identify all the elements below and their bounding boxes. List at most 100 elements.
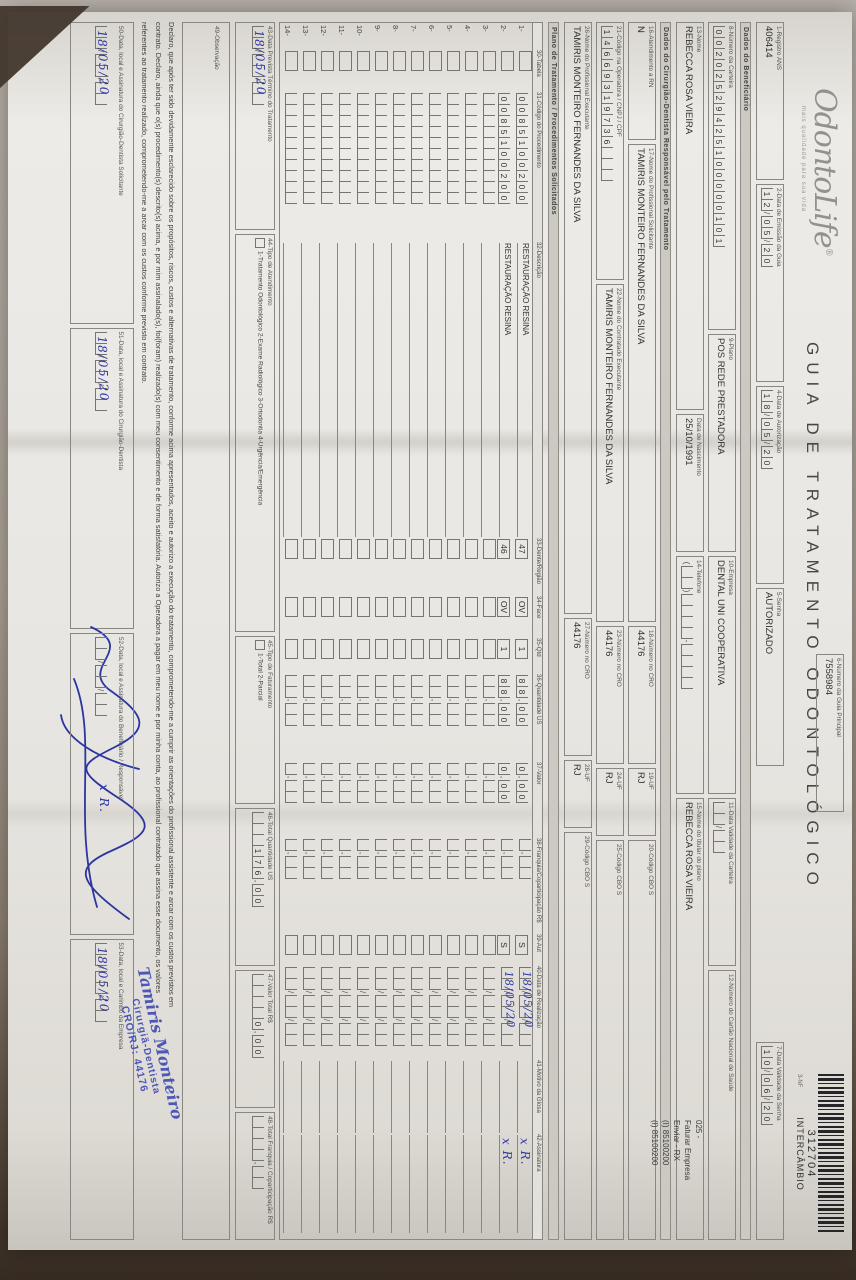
field-label: 7-Data Validade da Senha bbox=[775, 1046, 782, 1121]
cell-tabela bbox=[496, 50, 515, 92]
field-label: 28-UF bbox=[583, 764, 590, 782]
cell-sig bbox=[426, 1134, 440, 1234]
table-header-glosa: 41-Motivo da Glosa bbox=[535, 1060, 542, 1113]
line-cell bbox=[300, 243, 314, 537]
cell-face bbox=[442, 596, 461, 638]
cell-face bbox=[352, 596, 371, 638]
line-cell bbox=[408, 243, 422, 537]
cell-franquia: , bbox=[478, 838, 496, 934]
cell-desc bbox=[390, 242, 404, 538]
box-cell bbox=[447, 935, 461, 955]
line-cell bbox=[390, 243, 404, 537]
cell-aut bbox=[352, 934, 371, 966]
cell-face bbox=[388, 596, 407, 638]
comb-cell bbox=[519, 867, 532, 879]
cell-tabela bbox=[352, 50, 371, 92]
tipo-faturamento-options: 1-Total 2-Parcial bbox=[256, 653, 264, 701]
comb-cell bbox=[357, 714, 370, 726]
cell-desc bbox=[372, 242, 386, 538]
text-line: (I) 85100200 bbox=[661, 1120, 670, 1166]
cell-desc bbox=[444, 242, 458, 538]
comb-cell bbox=[429, 867, 442, 879]
comb-cell: 0 bbox=[761, 255, 773, 267]
cell-franquia: , bbox=[280, 838, 298, 934]
comb-data-prevista: //18/05/20 bbox=[252, 26, 269, 226]
line-cell bbox=[354, 1061, 368, 1133]
cell-num: 12- bbox=[319, 25, 329, 36]
comb-cell bbox=[483, 791, 496, 803]
cell-valor: , bbox=[442, 762, 460, 838]
cell-valor: , bbox=[478, 762, 496, 838]
comb-cell bbox=[375, 867, 388, 879]
comb-cell bbox=[303, 867, 316, 879]
cell-face bbox=[334, 596, 353, 638]
cell-desc bbox=[300, 242, 314, 538]
line-cell bbox=[354, 243, 368, 537]
cell-glosa bbox=[426, 1060, 440, 1134]
field-observacao: 49-Observação bbox=[182, 22, 231, 1240]
box-cell bbox=[483, 639, 497, 659]
comb-cell: 0 bbox=[498, 714, 511, 726]
cell-face bbox=[298, 596, 317, 638]
cell-desc bbox=[354, 242, 368, 538]
line-cell bbox=[408, 1061, 422, 1133]
cell-realizacao: / / bbox=[298, 966, 316, 1060]
cell-sig: x R. bbox=[498, 1134, 514, 1234]
box-cell bbox=[393, 539, 407, 559]
comb-cell: 0 bbox=[498, 791, 511, 803]
handwritten-date: 18/05/20 bbox=[502, 970, 518, 1029]
cell-tabela bbox=[280, 50, 299, 92]
cell-glosa bbox=[318, 1060, 332, 1134]
beneficiario-row-2: 13-Nome REBECCA ROSA VIEIRA Data de Nasc… bbox=[676, 22, 704, 1240]
field-atendimento-rn: 16-Atendimento a RN N bbox=[628, 22, 656, 140]
field-label: 12-Número do Cartão Nacional de Saúde bbox=[727, 974, 734, 1092]
cell-sig bbox=[318, 1134, 332, 1234]
cell-aut bbox=[442, 934, 461, 966]
cell-codigo bbox=[478, 92, 496, 242]
comb-cell bbox=[321, 1034, 334, 1046]
comb-cell bbox=[519, 1034, 532, 1046]
line-cell bbox=[372, 1135, 386, 1233]
line-cell bbox=[444, 243, 458, 537]
cell-glosa bbox=[462, 1060, 476, 1134]
comb-cell bbox=[321, 714, 334, 726]
box-cell bbox=[285, 639, 299, 659]
cell-sig: x R. bbox=[516, 1134, 532, 1234]
comb-cell bbox=[303, 1034, 316, 1046]
table-body: 1- 0 0 8 5 1 0 0 2 0 0 RESTAURAÇÃO RESINA 47 OV 1 8 8, 0 0… bbox=[280, 23, 535, 1239]
cell-qtd bbox=[442, 638, 461, 674]
field-label: 10-Empresa bbox=[727, 560, 734, 595]
table-header-desc: 32-Descrição bbox=[535, 242, 542, 278]
cell-dente bbox=[334, 538, 353, 596]
field-profissional-executante: 26-Nome do Profissional Executante TAMIR… bbox=[564, 22, 592, 614]
field-empresa: 10-Empresa DENTAL UNI COOPERATIVA bbox=[708, 556, 736, 794]
cell-sig bbox=[462, 1134, 476, 1234]
cell-aut bbox=[298, 934, 317, 966]
box-cell: 1 bbox=[497, 639, 511, 659]
box-cell bbox=[447, 597, 461, 617]
box-cell bbox=[483, 539, 497, 559]
signature-box-solicitante: 50-Data, local e Assinatura do Cirurgião… bbox=[70, 22, 135, 324]
table-header-franquia: 38-Franquia/Coparticipação R$ bbox=[535, 838, 542, 923]
cell-sig bbox=[354, 1134, 368, 1234]
table-header-dente: 33-Dente/Região bbox=[535, 538, 542, 585]
section-beneficiario: Dados do Beneficiário bbox=[740, 22, 751, 1240]
cell-face bbox=[316, 596, 335, 638]
cell-num: 10- bbox=[355, 25, 365, 36]
comb-cell bbox=[465, 1034, 478, 1046]
cell-desc: RESTAURAÇÃO RESINA bbox=[516, 242, 530, 538]
odontolife-logo: OdontoLife® bbox=[807, 88, 842, 256]
box-cell: S bbox=[515, 935, 529, 955]
field-label: 8-Número da Carteira bbox=[727, 26, 734, 88]
box-cell: OV bbox=[497, 597, 511, 617]
comb-cell bbox=[483, 192, 496, 204]
comb-cell bbox=[285, 1034, 298, 1046]
comb-cell bbox=[339, 714, 352, 726]
cell-num: 11- bbox=[337, 25, 347, 36]
comb-cell bbox=[465, 192, 478, 204]
field-registro-ans: 1-Registro ANS 406414 bbox=[756, 22, 784, 180]
